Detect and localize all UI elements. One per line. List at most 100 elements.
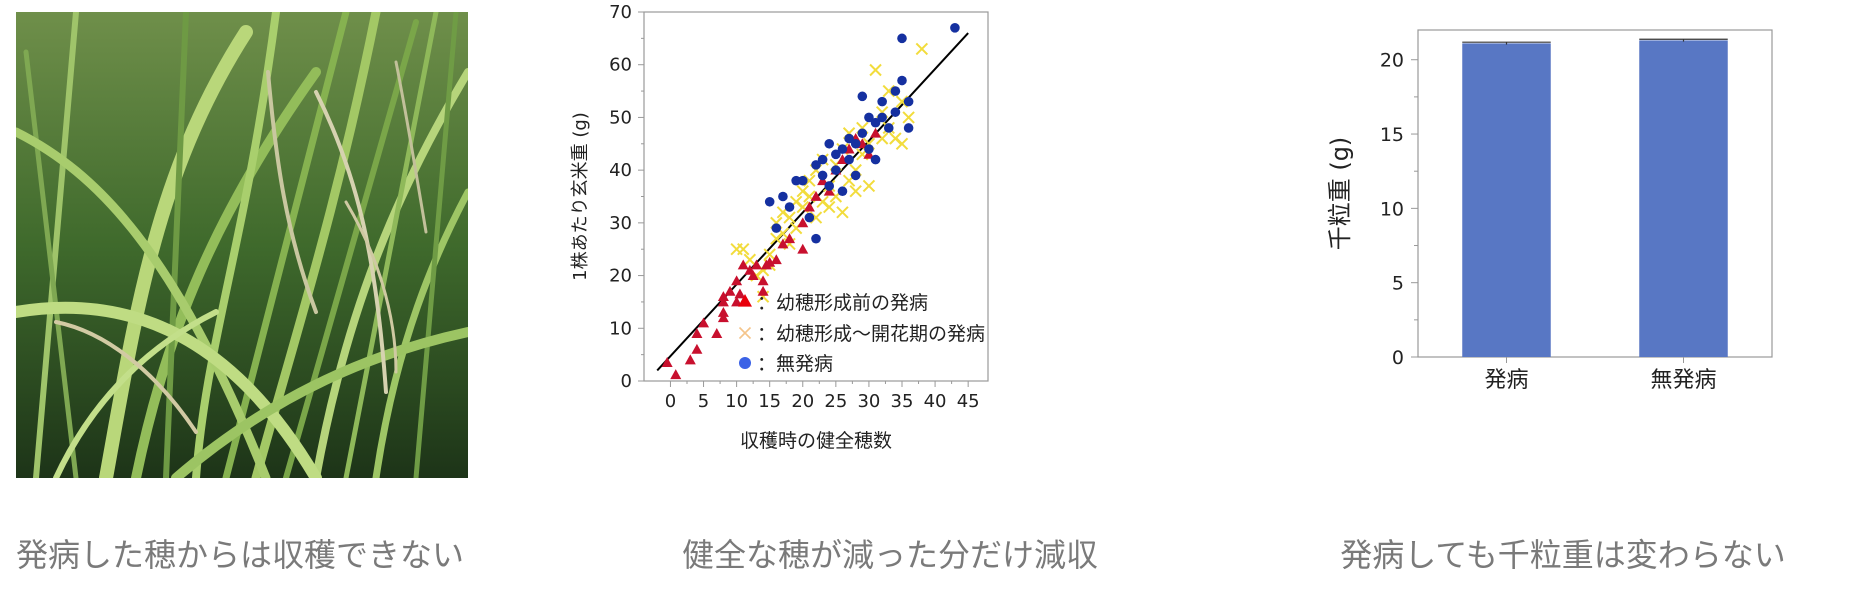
point-triangle — [691, 343, 703, 354]
point-triangle — [757, 285, 769, 296]
point-cross — [862, 179, 876, 193]
point-circle — [903, 123, 914, 133]
point-circle — [857, 91, 868, 102]
point-circle — [950, 23, 960, 33]
bar-plot-frame — [1417, 29, 1773, 358]
point-circle — [864, 144, 874, 154]
scatter-points — [661, 23, 960, 380]
point-circle — [890, 86, 901, 96]
x-tick-label: 0 — [665, 391, 676, 412]
point-cross — [895, 137, 909, 150]
point-circle — [771, 223, 782, 233]
point-triangle — [784, 233, 796, 244]
y-tick-label: 30 — [609, 213, 632, 234]
point-cross — [849, 185, 862, 198]
point-circle — [791, 175, 801, 186]
point-triangle — [797, 243, 809, 254]
x-tick-label: 20 — [791, 391, 814, 412]
bar-y-tick-label: 20 — [1380, 50, 1404, 72]
point-circle — [870, 154, 881, 165]
point-circle — [897, 33, 907, 44]
point-triangle — [770, 254, 782, 265]
bar-y-tick-label: 0 — [1392, 347, 1404, 369]
scatter-caption: 健全な穂が減った分だけ減収 — [681, 536, 1098, 574]
y-tick-label: 20 — [609, 266, 632, 287]
bar-chart: 0 5 10 15 20 発病 無発病 千粒重 (g) — [1326, 29, 1773, 393]
point-cross — [869, 63, 882, 77]
bar-category-label: 発病 — [1484, 368, 1528, 393]
photo-panel: 発病した穂からは収穫できない — [0, 0, 480, 591]
x-tick-label: 30 — [857, 391, 880, 412]
point-circle — [764, 196, 775, 207]
y-tick-label: 0 — [621, 371, 632, 392]
point-circle — [778, 191, 788, 202]
point-circle — [817, 170, 828, 181]
y-tick-label: 40 — [609, 160, 632, 181]
point-triangle — [731, 275, 743, 286]
bar-y-tick-label: 15 — [1380, 124, 1404, 146]
bar-category-label: 無発病 — [1650, 368, 1716, 393]
point-triangle — [717, 291, 729, 302]
point-circle — [850, 138, 861, 149]
x-tick-label: 15 — [758, 391, 781, 412]
point-circle — [844, 154, 854, 165]
legend-label-pre-panicle: ：幼穂形成前の発病 — [757, 292, 928, 314]
point-triangle — [717, 312, 729, 323]
point-circle — [811, 233, 821, 244]
point-triangle — [717, 296, 729, 307]
scatter-legend: ：幼穂形成前の発病 ：幼穂形成〜開花期の発病 ：無発病 — [738, 292, 985, 375]
point-cross — [836, 206, 849, 219]
bar-y-tick-label: 10 — [1380, 198, 1404, 220]
point-triangle — [777, 238, 789, 249]
point-triangle — [764, 256, 776, 267]
x-tick-label: 35 — [891, 391, 914, 412]
point-triangle — [717, 306, 729, 317]
point-cross — [823, 200, 836, 214]
scatter-ticks: 0 5 10 15 20 25 30 35 40 45 0 10 20 30 40 50 60 70 — [609, 2, 980, 412]
point-triangle — [757, 275, 769, 286]
bar-ticks: 0 5 10 15 20 — [1380, 50, 1418, 369]
bar-y-axis-label: 千粒重 (g) — [1326, 137, 1354, 251]
point-circle — [883, 123, 894, 133]
point-triangle — [698, 317, 710, 328]
point-circle — [870, 117, 881, 128]
point-circle — [831, 165, 841, 175]
point-circle — [837, 186, 848, 197]
scatter-panel: 0 5 10 15 20 25 30 35 40 45 0 10 20 30 40 50 60 70 収穫時の健全… — [540, 0, 1240, 591]
x-tick-label: 5 — [698, 391, 709, 412]
scatter-plot-frame — [643, 11, 989, 382]
point-triangle — [661, 357, 673, 367]
bar-caption: 発病しても千粒重は変わらない — [1340, 536, 1786, 574]
point-triangle — [711, 328, 723, 338]
point-circle — [844, 133, 854, 144]
point-triangle — [731, 296, 743, 307]
point-triangle — [670, 369, 682, 380]
point-circle — [804, 212, 815, 223]
x-tick-label: 10 — [725, 391, 748, 412]
bar — [1462, 43, 1551, 358]
point-triangle — [684, 354, 696, 365]
point-cross — [763, 248, 776, 261]
point-triangle — [747, 270, 759, 280]
point-circle — [817, 154, 828, 165]
point-cross — [737, 243, 750, 256]
scatter-y-axis-label: 1株あたり玄米重 (g) — [570, 112, 591, 281]
point-circle — [811, 160, 821, 170]
point-circle — [857, 128, 868, 139]
point-circle — [784, 202, 795, 212]
point-triangle — [737, 259, 749, 270]
point-cross — [783, 211, 796, 224]
point-cross — [915, 42, 929, 56]
point-circle — [850, 170, 861, 181]
point-triangle — [724, 285, 736, 296]
legend-label-panicle-to-flowering: ：幼穂形成〜開花期の発病 — [757, 323, 985, 345]
scatter-chart: 0 5 10 15 20 25 30 35 40 45 0 10 20 30 40 50 60 70 収穫時の健全… — [570, 2, 989, 452]
scatter-x-axis-label: 収穫時の健全穂数 — [740, 430, 892, 452]
x-tick-label: 40 — [924, 391, 947, 412]
point-triangle — [691, 328, 703, 338]
point-triangle — [734, 288, 746, 299]
x-tick-label: 25 — [824, 391, 847, 412]
point-triangle — [810, 191, 822, 201]
photo-caption: 発病した穂からは収穫できない — [15, 536, 464, 574]
point-circle — [797, 175, 808, 186]
